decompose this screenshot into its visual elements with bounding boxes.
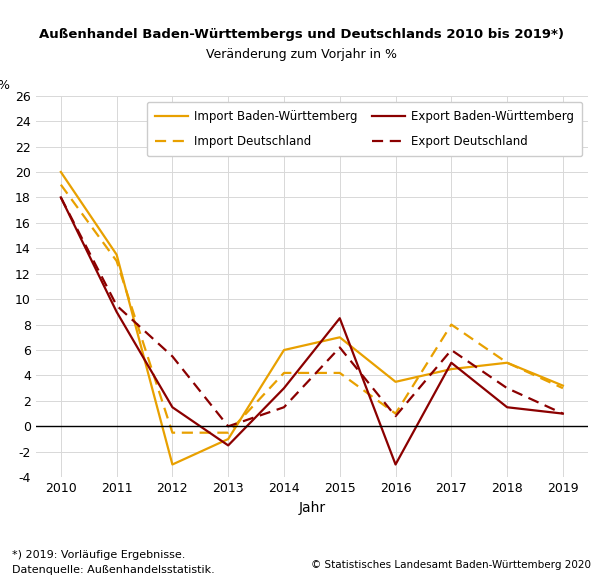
X-axis label: Jahr: Jahr	[298, 501, 326, 514]
Text: Veränderung zum Vorjahr in %: Veränderung zum Vorjahr in %	[206, 48, 397, 61]
Text: *) 2019: Vorläufige Ergebnisse.: *) 2019: Vorläufige Ergebnisse.	[12, 550, 186, 560]
Text: %: %	[0, 79, 9, 92]
Text: Außenhandel Baden-Württembergs und Deutschlands 2010 bis 2019*): Außenhandel Baden-Württembergs und Deuts…	[39, 28, 564, 41]
Legend: Import Baden-Württemberg, Import Deutschland, Export Baden-Württemberg, Export D: Import Baden-Württemberg, Import Deutsch…	[147, 102, 582, 156]
Text: Datenquelle: Außenhandelsstatistik.: Datenquelle: Außenhandelsstatistik.	[12, 565, 215, 574]
Text: © Statistisches Landesamt Baden-Württemberg 2020: © Statistisches Landesamt Baden-Württemb…	[311, 560, 591, 570]
Title: Außenhandel Baden-Württembergs und Deutschlands 2010 bis 2019*)
Veränderung zum : Außenhandel Baden-Württembergs und Deuts…	[0, 581, 1, 582]
